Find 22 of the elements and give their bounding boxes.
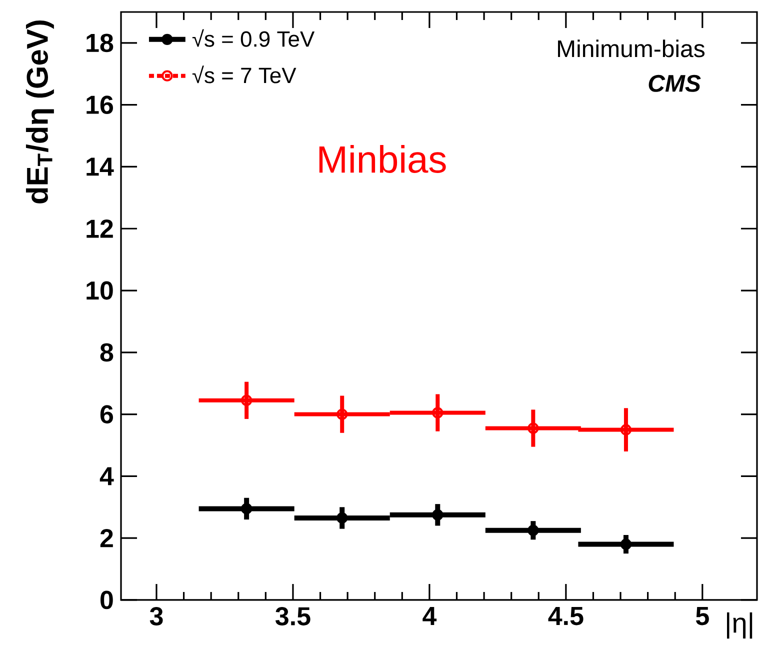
x-tick-label: 3.5	[275, 607, 310, 626]
x-tick-label: 4.5	[548, 607, 584, 626]
y-tick-label: 8	[100, 343, 114, 362]
y-axis-title: dE$_{T}$/dη (GeV)	[26, 20, 54, 204]
x-tick-label: 4	[422, 607, 437, 625]
y-tick-label: 0	[100, 590, 113, 610]
y-tick-label: 10	[86, 281, 113, 300]
y-tick-label: 6	[100, 405, 113, 424]
y-tick-label: 2	[100, 529, 113, 548]
annotation: CMS	[648, 74, 701, 92]
x-tick-label: 5	[696, 607, 709, 626]
y-tick-label: 16	[86, 96, 113, 114]
legend-label: √s = 0.9 TeV	[192, 29, 315, 47]
y-tick-label: 12	[86, 220, 113, 238]
annotation: Minbias	[319, 145, 446, 173]
y-tick-label: 4	[100, 467, 114, 486]
y-tick-label: 14	[86, 158, 114, 176]
y-tick-label: 18	[86, 34, 114, 52]
annotation: Minimum-bias	[558, 40, 705, 58]
x-axis-title: |η|	[726, 612, 752, 639]
x-tick-label: 3	[150, 607, 163, 626]
legend-label: √s = 7 TeV	[192, 66, 296, 84]
